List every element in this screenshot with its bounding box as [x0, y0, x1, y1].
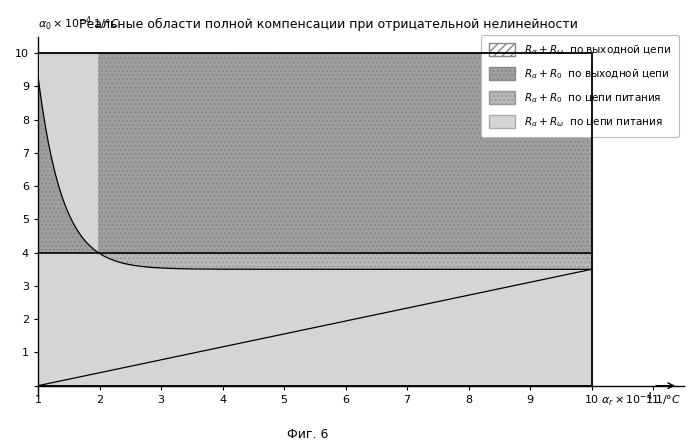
- Bar: [38, 53, 592, 386]
- Text: $\alpha_0 \times 10^{-4}\ 1/°C$: $\alpha_0 \times 10^{-4}\ 1/°C$: [38, 15, 120, 33]
- Title: Реальные области полной компенсации при отрицательной нелинейности: Реальные области полной компенсации при …: [79, 18, 578, 31]
- Text: Фиг. 6: Фиг. 6: [287, 427, 329, 441]
- Polygon shape: [38, 269, 592, 386]
- Polygon shape: [38, 53, 98, 253]
- Polygon shape: [99, 253, 592, 269]
- Polygon shape: [38, 53, 592, 253]
- Text: $\alpha_r \times 10^{-4}\ 1/°C$: $\alpha_r \times 10^{-4}\ 1/°C$: [600, 391, 681, 409]
- Legend: $R_{\alpha}+R_{\omega}$  по выходной цепи, $R_{\alpha}+R_{0}$  по выходной цепи,: $R_{\alpha}+R_{\omega}$ по выходной цепи…: [481, 34, 679, 137]
